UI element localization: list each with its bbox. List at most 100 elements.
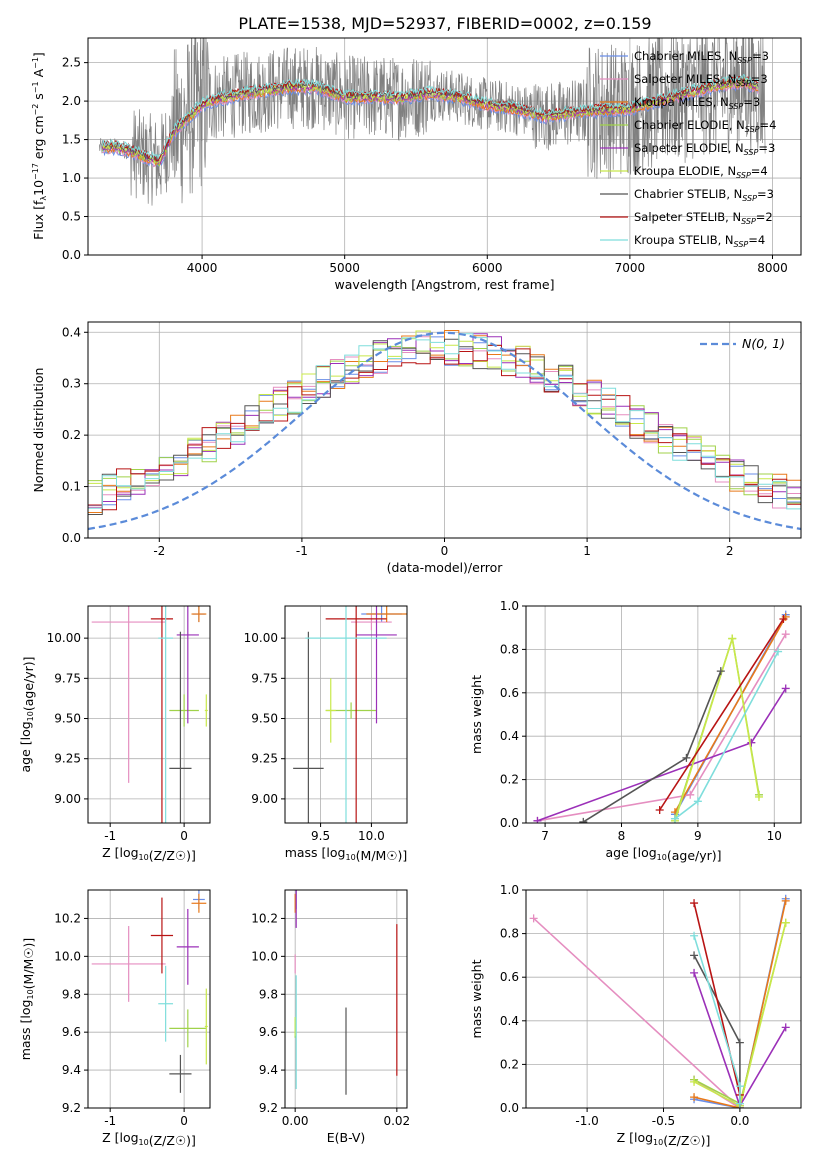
legend-text: Kroupa STELIB, N bbox=[634, 233, 734, 247]
sub-tspan: 10 bbox=[26, 711, 35, 721]
x-tick-label: -2 bbox=[153, 544, 165, 558]
x-axis-label: wavelength [Angstrom, rest frame] bbox=[334, 277, 554, 292]
y-tick-label: 9.50 bbox=[251, 712, 278, 726]
y-axis-label: mass weight bbox=[469, 959, 484, 1038]
x-axis-label: Z [log10(Z/Z☉)] bbox=[102, 1130, 196, 1148]
y-tick-label: 0.3 bbox=[62, 377, 81, 391]
legend-label: Chabrier ELODIE, NSSP=4 bbox=[634, 118, 776, 134]
weight-marker bbox=[690, 899, 699, 908]
log-tspan: log bbox=[634, 1130, 653, 1145]
y-tick-label: 9.00 bbox=[251, 792, 278, 806]
x-tick-label: 10.0 bbox=[358, 829, 385, 843]
y-tick-label: 10.0 bbox=[251, 949, 278, 963]
legend-tail: =4 bbox=[760, 118, 777, 132]
legend-label: Salpeter MILES, NSSP=3 bbox=[634, 72, 768, 88]
weight-line bbox=[674, 638, 760, 822]
y-tick-label: 9.25 bbox=[251, 752, 278, 766]
axes-frame bbox=[87, 605, 211, 824]
weight-line bbox=[533, 917, 741, 1108]
text-tspan: (data-model)/error bbox=[387, 560, 504, 575]
weight-marker bbox=[533, 816, 542, 823]
weight-marker bbox=[735, 1099, 744, 1108]
y-tick-label: 0.5 bbox=[62, 210, 81, 224]
y-tick-label: 0.6 bbox=[500, 686, 519, 700]
text-tspan: (M/M☉)] bbox=[21, 938, 36, 990]
weight-marker bbox=[781, 630, 790, 639]
text-tspan: (age/yr)] bbox=[667, 848, 722, 863]
y-tick-label: 0.2 bbox=[62, 428, 81, 442]
y-tick-label: 1.0 bbox=[62, 171, 81, 185]
label-tspan: erg cm bbox=[31, 116, 46, 164]
text-tspan: wavelength [Angstrom, rest frame] bbox=[334, 277, 554, 292]
y-tick-label: 1.0 bbox=[500, 599, 519, 613]
sub-tspan: 10 bbox=[139, 1138, 149, 1147]
sub-tspan: 10 bbox=[139, 853, 149, 862]
weight-line bbox=[693, 935, 741, 1104]
log-tspan: log bbox=[638, 845, 657, 860]
legend-text: Kroupa MILES, N bbox=[634, 95, 729, 109]
weight-marker bbox=[735, 1038, 744, 1047]
x-tick-label: 0.02 bbox=[383, 1114, 410, 1128]
x-tick-label: 2 bbox=[726, 544, 734, 558]
y-tick-label: 0.4 bbox=[500, 729, 519, 743]
plots-layer: 4000 5000 6000 7000 80000.00.51.01.52.02.5wa… bbox=[18, 37, 802, 1148]
legend-label: Kroupa ELODIE, NSSP=4 bbox=[634, 164, 768, 180]
x-axis-label: (data-model)/error bbox=[387, 560, 504, 575]
y-tick-label: 9.4 bbox=[259, 1063, 278, 1077]
label-tspan: −17 bbox=[31, 163, 40, 180]
plot-area bbox=[294, 890, 398, 1095]
legend-tail: =3 bbox=[743, 95, 760, 109]
weight-line bbox=[674, 616, 787, 813]
y-tick-label: 10.00 bbox=[244, 631, 278, 645]
text-tspan: Z [ bbox=[102, 1130, 119, 1145]
legend-sub: SSP bbox=[736, 79, 751, 88]
text-tspan: (age/yr)] bbox=[21, 656, 36, 711]
legend-text: Chabrier MILES, N bbox=[634, 49, 737, 63]
y-tick-label: 0.2 bbox=[500, 1057, 519, 1071]
legend-label: Salpeter STELIB, NSSP=2 bbox=[634, 210, 773, 226]
weight-marker bbox=[754, 792, 763, 801]
legend-tail: =3 bbox=[758, 141, 775, 155]
legend-sub: SSP bbox=[741, 217, 756, 226]
y-axis-label: mass weight bbox=[469, 675, 484, 754]
legend-sub: SSP bbox=[744, 148, 759, 157]
x-tick-label: 6000 bbox=[472, 261, 503, 275]
y-tick-label: 10.2 bbox=[54, 911, 81, 925]
log-tspan: log bbox=[18, 721, 33, 740]
plot-area bbox=[91, 890, 208, 1093]
weight-marker bbox=[579, 817, 588, 823]
legend-label: Kroupa STELIB, NSSP=4 bbox=[634, 233, 765, 249]
legend-text: Salpeter STELIB, N bbox=[634, 210, 741, 224]
y-tick-label: 9.25 bbox=[54, 752, 81, 766]
spectrum-model-line bbox=[101, 76, 759, 162]
legend-text: Chabrier ELODIE, N bbox=[634, 118, 745, 132]
legend-tail: =3 bbox=[752, 49, 769, 63]
x-tick-label: 7 bbox=[541, 829, 549, 843]
x-axis-label: age [log10(age/yr)] bbox=[605, 845, 721, 863]
y-tick-label: 2.0 bbox=[62, 94, 81, 108]
legend-tail: =4 bbox=[751, 164, 768, 178]
y-axis-label: mass [log10(M/M☉)] bbox=[18, 938, 36, 1061]
label-tspan: −1 bbox=[31, 81, 40, 93]
weight-marker bbox=[779, 615, 788, 624]
text-tspan: age [ bbox=[18, 740, 33, 772]
text-tspan: mass [ bbox=[18, 1019, 33, 1061]
plot-area bbox=[293, 606, 407, 823]
x-tick-label: 1 bbox=[583, 544, 591, 558]
mass-vs-Z-axes: -1 09.29.49.69.810.010.2Z [log10(Z/Z☉)]ma… bbox=[18, 889, 211, 1148]
y-tick-label: 0.0 bbox=[500, 1101, 519, 1115]
y-tick-label: 0.6 bbox=[500, 970, 519, 984]
legend-gaussian-label: N(0, 1) bbox=[742, 336, 785, 351]
log-tspan: log bbox=[119, 1130, 138, 1145]
legend-sub: SSP bbox=[737, 56, 752, 65]
weight-marker bbox=[728, 634, 737, 643]
y-tick-label: 9.4 bbox=[62, 1063, 81, 1077]
y-tick-label: 0.2 bbox=[500, 773, 519, 787]
text-tspan: (Z/Z☉)] bbox=[149, 1133, 196, 1148]
x-tick-label: 9 bbox=[694, 829, 702, 843]
legend-tail: =2 bbox=[756, 210, 773, 224]
x-tick-label: 5000 bbox=[329, 261, 360, 275]
label-tspan: λ bbox=[39, 196, 48, 201]
